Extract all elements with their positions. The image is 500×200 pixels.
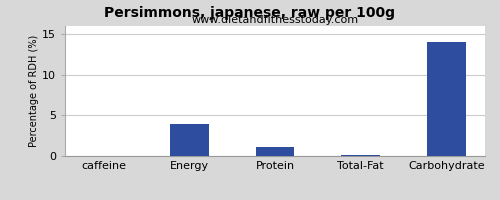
Y-axis label: Percentage of RDH (%): Percentage of RDH (%) — [29, 35, 39, 147]
Text: Persimmons, japanese, raw per 100g: Persimmons, japanese, raw per 100g — [104, 6, 396, 20]
Bar — [342, 155, 380, 156]
Title: www.dietandfitnesstoday.com: www.dietandfitnesstoday.com — [192, 15, 358, 25]
Bar — [170, 123, 208, 156]
Bar — [428, 42, 466, 156]
Bar — [256, 147, 294, 156]
